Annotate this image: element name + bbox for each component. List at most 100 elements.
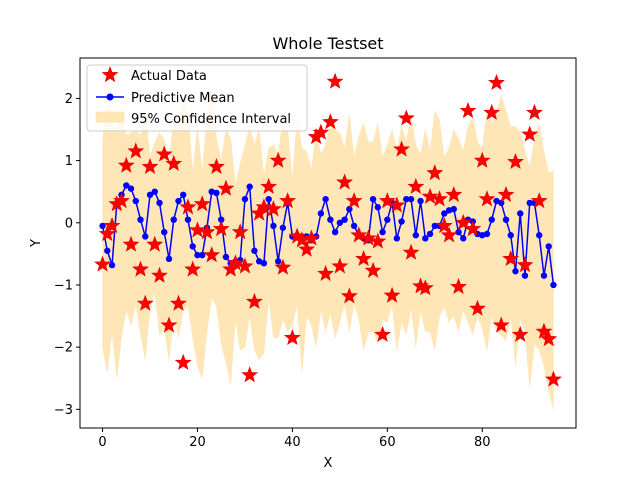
- mean-point: [412, 232, 420, 239]
- actual-data-point: [359, 229, 377, 246]
- mean-point: [545, 243, 552, 250]
- actual-data-point: [374, 325, 392, 342]
- actual-data-point: [407, 177, 425, 194]
- mean-point: [189, 243, 196, 250]
- legend-star: [101, 66, 119, 83]
- actual-data-point: [136, 294, 154, 311]
- actual-data-point: [165, 154, 183, 171]
- mean-point: [502, 216, 510, 223]
- mean-point: [175, 197, 182, 205]
- actual-data-point: [521, 125, 539, 142]
- mean-point: [265, 195, 272, 203]
- mean-point: [417, 197, 424, 205]
- mean-point: [199, 251, 206, 259]
- y-tick-label: −2: [54, 341, 73, 356]
- actual-data-point: [141, 157, 159, 174]
- actual-data-point: [454, 213, 472, 230]
- mean-point: [550, 281, 557, 289]
- y-axis-ticks: −3 −2 −1 0 1 2: [54, 92, 80, 418]
- mean-point: [450, 205, 457, 213]
- mean-point: [194, 251, 201, 259]
- mean-point: [512, 268, 519, 275]
- actual-data-point: [231, 223, 249, 240]
- mean-point: [213, 189, 220, 197]
- actual-data-point: [264, 200, 282, 217]
- actual-data-point: [198, 223, 216, 240]
- actual-data-point: [117, 156, 135, 173]
- mean-point: [346, 205, 353, 213]
- actual-data-point: [203, 246, 221, 263]
- mean-point: [540, 272, 548, 279]
- actual-data-point: [350, 226, 368, 243]
- mean-point: [460, 235, 467, 242]
- mean-point: [488, 216, 495, 223]
- actual-data-point: [426, 164, 444, 181]
- actual-data-point: [336, 173, 354, 190]
- y-tick-label: 2: [65, 92, 73, 107]
- mean-point: [260, 260, 268, 267]
- legend-label-actual: Actual Data: [131, 69, 207, 84]
- legend-mean-marker: [106, 93, 114, 101]
- actual-data-point: [269, 151, 287, 168]
- actual-data-point: [530, 192, 548, 209]
- x-tick-label: 40: [284, 435, 301, 450]
- mean-point: [422, 235, 429, 242]
- actual-data-point: [497, 185, 515, 202]
- mean-point: [142, 233, 149, 240]
- mean-point: [431, 222, 438, 230]
- actual-data-point: [170, 294, 187, 311]
- actual-data-point: [507, 152, 524, 170]
- actual-data-point: [450, 277, 467, 295]
- actual-data-point: [155, 145, 173, 162]
- actual-data-point: [283, 328, 301, 345]
- actual-data-point: [146, 235, 164, 252]
- mean-point: [341, 216, 348, 223]
- actual-data-point: [174, 353, 192, 370]
- mean-point: [218, 216, 225, 223]
- actual-data-point: [431, 190, 448, 207]
- actual-data-point: [127, 142, 145, 159]
- mean-point: [317, 210, 325, 217]
- actual-data-point: [526, 103, 543, 120]
- mean-point: [222, 253, 230, 261]
- mean-point: [146, 191, 154, 199]
- legend-label-band: 95% Confidence Interval: [131, 112, 291, 127]
- plot-frame: [79, 57, 577, 429]
- actual-data-point: [378, 192, 396, 209]
- mean-point: [104, 247, 111, 254]
- y-tick-label: −3: [54, 403, 73, 418]
- mean-point: [407, 195, 415, 203]
- actual-data-point: [184, 260, 202, 277]
- actual-data-point: [445, 185, 463, 202]
- actual-data-point: [540, 330, 558, 347]
- actual-data-point: [208, 157, 225, 174]
- actual-data-point: [388, 196, 406, 213]
- mean-point: [374, 204, 382, 211]
- actual-data-point: [151, 266, 168, 283]
- mean-point: [393, 235, 401, 242]
- mean-point: [184, 216, 192, 223]
- actual-data-point: [179, 198, 197, 215]
- actual-data-point: [464, 220, 482, 237]
- mean-point: [99, 222, 106, 230]
- actual-data-point: [113, 192, 130, 209]
- actual-data-point: [483, 103, 501, 120]
- x-tick-label: 60: [379, 435, 396, 450]
- actual-data-point: [492, 316, 510, 333]
- legend-label-mean: Predictive Mean: [131, 91, 235, 106]
- mean-point: [536, 232, 543, 239]
- mean-point: [483, 230, 491, 238]
- mean-point: [241, 195, 249, 203]
- mean-point: [398, 218, 405, 225]
- mean-point: [274, 258, 282, 265]
- mean-point: [521, 272, 529, 279]
- mean-point: [455, 228, 462, 236]
- actual-data-point: [246, 292, 263, 309]
- actual-data-point: [473, 151, 491, 168]
- mean-point: [270, 222, 277, 230]
- x-tick-label: 80: [474, 435, 491, 450]
- mean-point: [132, 197, 139, 205]
- legend-band-swatch: [95, 111, 125, 123]
- actual-data-point: [217, 179, 235, 196]
